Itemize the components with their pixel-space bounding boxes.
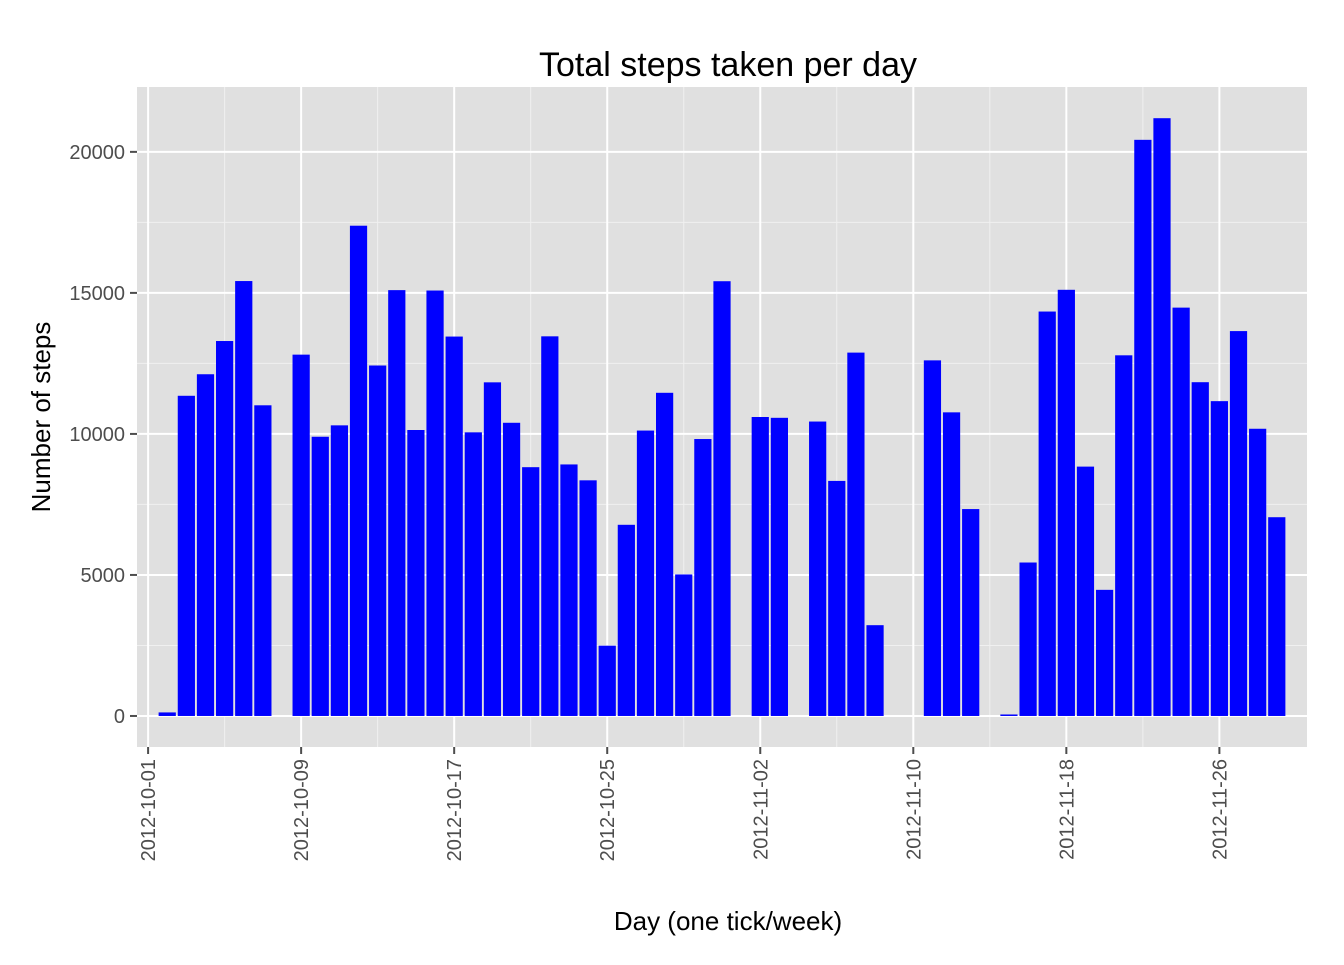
bar bbox=[560, 464, 578, 716]
bar bbox=[502, 422, 521, 716]
y-tick-label: 0 bbox=[114, 706, 125, 728]
y-tick-label: 5000 bbox=[81, 565, 126, 587]
bar bbox=[694, 439, 712, 716]
bar bbox=[541, 336, 559, 716]
bar bbox=[675, 574, 693, 716]
bar bbox=[407, 430, 425, 716]
bar bbox=[1268, 517, 1286, 716]
bar bbox=[962, 509, 980, 716]
bar bbox=[388, 290, 406, 716]
bar bbox=[1229, 331, 1248, 716]
bar bbox=[522, 467, 540, 716]
bar bbox=[1019, 562, 1037, 716]
x-tick-label: 2012-10-09 bbox=[291, 759, 313, 861]
bar bbox=[1191, 382, 1209, 716]
y-axis-title: Number of steps bbox=[26, 322, 56, 513]
x-tick-label: 2012-10-25 bbox=[597, 759, 619, 861]
x-tick-label: 2012-11-18 bbox=[1056, 759, 1078, 860]
x-tick-label: 2012-10-17 bbox=[444, 759, 466, 861]
bar bbox=[369, 365, 387, 716]
bar bbox=[235, 281, 253, 716]
bar bbox=[483, 382, 502, 716]
bar bbox=[311, 436, 329, 716]
x-axis: 2012-10-01 2012-10-09 2012-10-17 2012-10-25… bbox=[138, 747, 1231, 861]
bar bbox=[617, 524, 635, 716]
bar bbox=[598, 645, 616, 716]
bar bbox=[713, 281, 731, 716]
bar bbox=[445, 336, 463, 716]
bar bbox=[636, 430, 655, 716]
bar bbox=[1115, 355, 1133, 716]
bar bbox=[349, 225, 368, 716]
bar bbox=[1249, 428, 1267, 716]
bar bbox=[1134, 139, 1152, 716]
x-tick-label: 2012-10-01 bbox=[138, 759, 160, 861]
bar bbox=[426, 290, 444, 716]
bar bbox=[1210, 401, 1228, 716]
bar bbox=[1076, 466, 1095, 716]
bar bbox=[196, 374, 215, 716]
bar bbox=[330, 425, 349, 716]
y-tick-label: 10000 bbox=[69, 424, 125, 446]
bar bbox=[847, 352, 865, 716]
bar bbox=[158, 712, 176, 716]
bar bbox=[809, 421, 827, 716]
chart-title: Total steps taken per day bbox=[539, 46, 917, 84]
bar bbox=[923, 360, 942, 716]
y-tick-label: 20000 bbox=[69, 142, 125, 164]
bar bbox=[1095, 589, 1114, 716]
bar bbox=[1038, 311, 1056, 716]
y-tick-label: 15000 bbox=[69, 283, 125, 305]
bar bbox=[177, 395, 195, 716]
bars bbox=[158, 118, 1286, 716]
bar bbox=[1000, 714, 1018, 716]
bar bbox=[866, 625, 884, 716]
bar bbox=[751, 417, 769, 716]
x-axis-title: Day (one tick/week) bbox=[614, 906, 842, 936]
bar bbox=[216, 341, 234, 716]
y-axis: 0 5000 10000 15000 20000 bbox=[69, 142, 137, 728]
bar bbox=[828, 480, 846, 716]
bar bbox=[1153, 118, 1171, 716]
bar bbox=[1057, 289, 1075, 716]
bar bbox=[292, 354, 310, 716]
bar bbox=[254, 405, 272, 716]
bar bbox=[770, 417, 788, 716]
bar bbox=[464, 432, 482, 716]
x-tick-label: 2012-11-02 bbox=[750, 759, 772, 860]
x-tick-label: 2012-11-26 bbox=[1209, 759, 1231, 860]
bar bbox=[579, 480, 597, 716]
x-tick-label: 2012-11-10 bbox=[903, 759, 925, 860]
bar bbox=[942, 412, 961, 716]
bar bbox=[656, 392, 674, 716]
bar bbox=[1172, 307, 1190, 716]
